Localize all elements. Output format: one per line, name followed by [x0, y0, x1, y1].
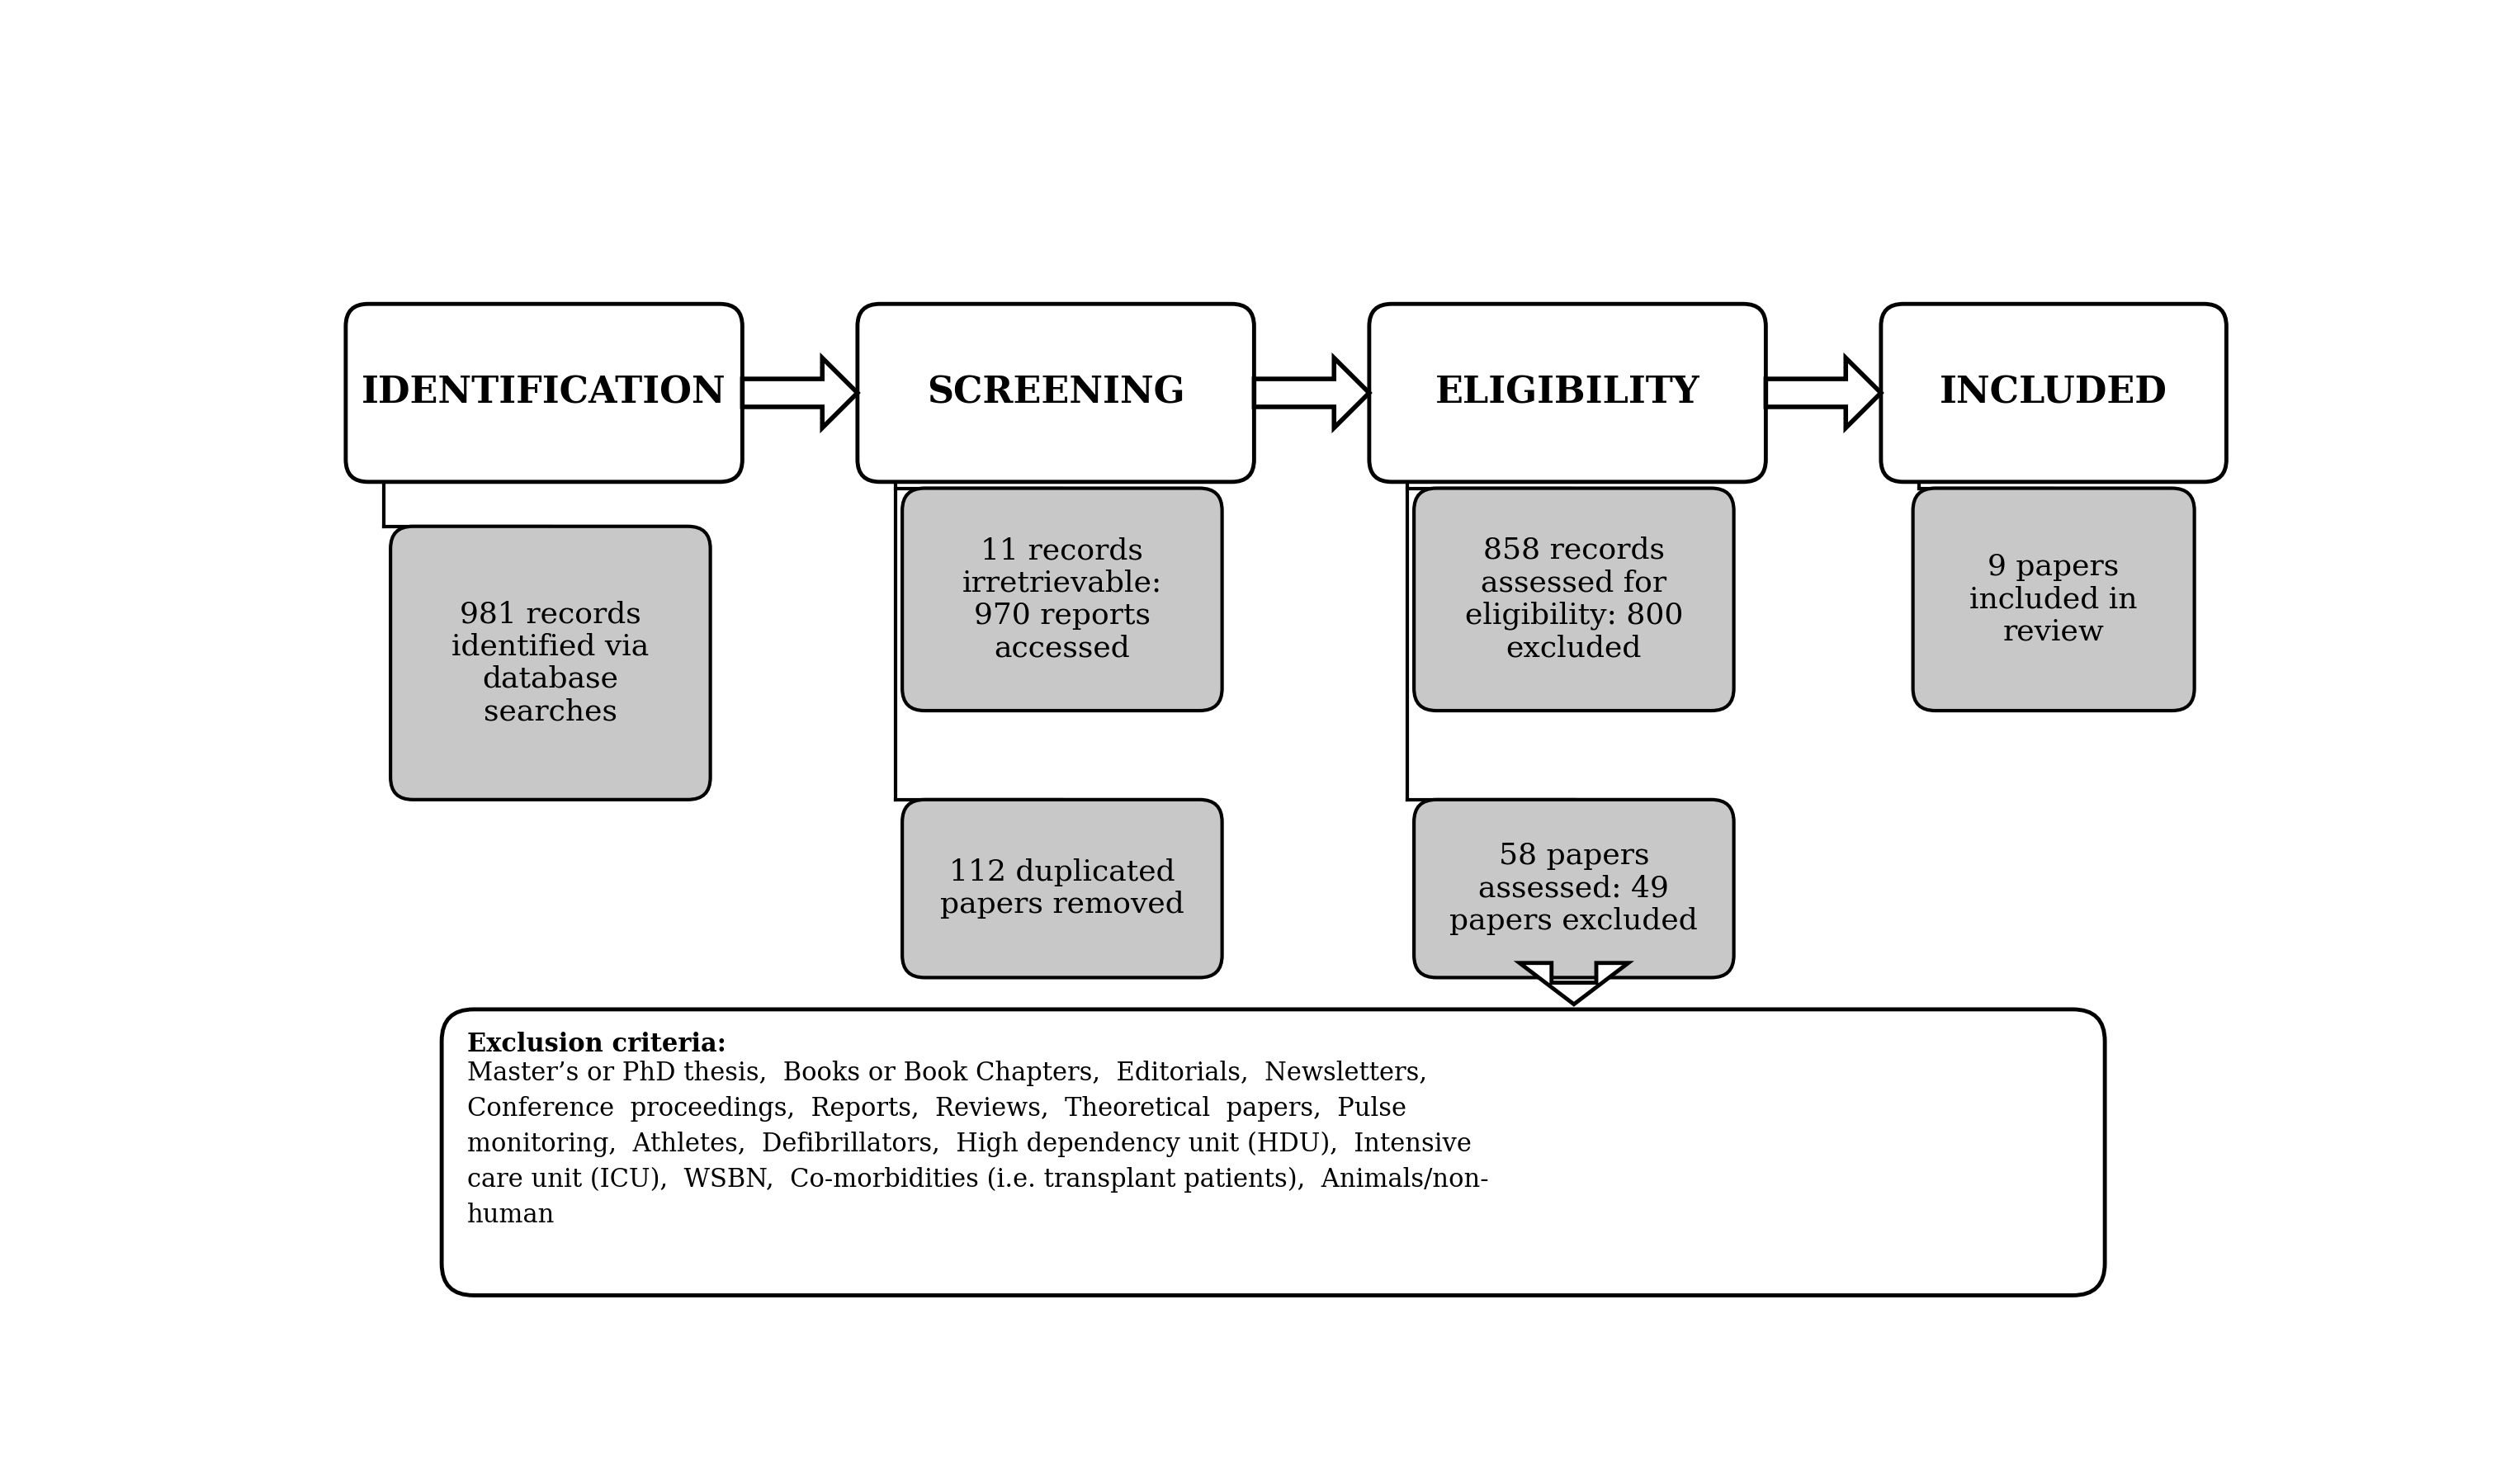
FancyBboxPatch shape [901, 800, 1222, 978]
FancyBboxPatch shape [1413, 800, 1734, 978]
Text: INCLUDED: INCLUDED [1940, 375, 2169, 411]
FancyBboxPatch shape [1370, 304, 1767, 482]
FancyBboxPatch shape [1880, 304, 2226, 482]
Text: Master’s or PhD thesis,  Books or Book Chapters,  Editorials,  Newsletters,
Conf: Master’s or PhD thesis, Books or Book Ch… [467, 1060, 1488, 1229]
Polygon shape [743, 358, 858, 427]
Text: 11 records
irretrievable:
970 reports
accessed: 11 records irretrievable: 970 reports ac… [961, 537, 1162, 662]
FancyBboxPatch shape [392, 527, 710, 800]
Polygon shape [1519, 963, 1629, 1005]
Text: 981 records
identified via
database
searches: 981 records identified via database sear… [452, 600, 650, 726]
FancyBboxPatch shape [1413, 488, 1734, 711]
Text: ELIGIBILITY: ELIGIBILITY [1436, 375, 1699, 411]
Text: 858 records
assessed for
eligibility: 800
excluded: 858 records assessed for eligibility: 80… [1466, 536, 1684, 662]
FancyBboxPatch shape [901, 488, 1222, 711]
FancyBboxPatch shape [442, 1009, 2106, 1296]
Text: SCREENING: SCREENING [926, 375, 1185, 411]
Text: Exclusion criteria:: Exclusion criteria: [467, 1031, 725, 1057]
Text: 9 papers
included in
review: 9 papers included in review [1970, 554, 2139, 646]
FancyBboxPatch shape [346, 304, 743, 482]
Polygon shape [1255, 358, 1370, 427]
Text: IDENTIFICATION: IDENTIFICATION [361, 375, 725, 411]
Text: 58 papers
assessed: 49
papers excluded: 58 papers assessed: 49 papers excluded [1451, 841, 1699, 935]
Text: 112 duplicated
papers removed: 112 duplicated papers removed [941, 858, 1185, 919]
FancyBboxPatch shape [1913, 488, 2194, 711]
Polygon shape [1767, 358, 1880, 427]
FancyBboxPatch shape [858, 304, 1255, 482]
